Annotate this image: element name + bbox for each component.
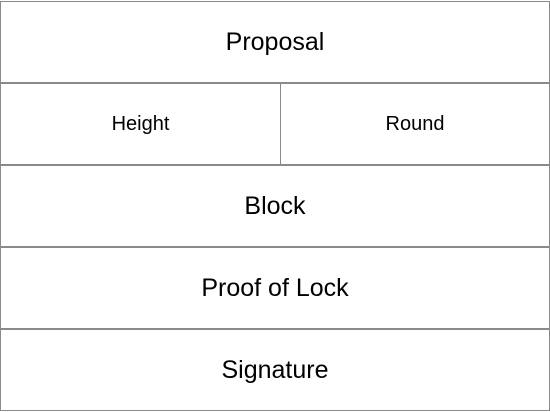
proof-of-lock-label: Proof of Lock (201, 273, 349, 302)
height-round-row: Height Round (0, 83, 550, 165)
proposal-field: Proposal (0, 1, 550, 83)
signature-field: Signature (0, 329, 550, 411)
proof-of-lock-field: Proof of Lock (0, 247, 550, 329)
round-field: Round (281, 84, 549, 164)
block-label: Block (244, 191, 306, 220)
block-field: Block (0, 165, 550, 247)
height-field: Height (1, 84, 281, 164)
signature-label: Signature (221, 355, 329, 384)
round-label: Round (385, 112, 445, 135)
proposal-label: Proposal (225, 27, 325, 56)
height-label: Height (111, 112, 170, 135)
